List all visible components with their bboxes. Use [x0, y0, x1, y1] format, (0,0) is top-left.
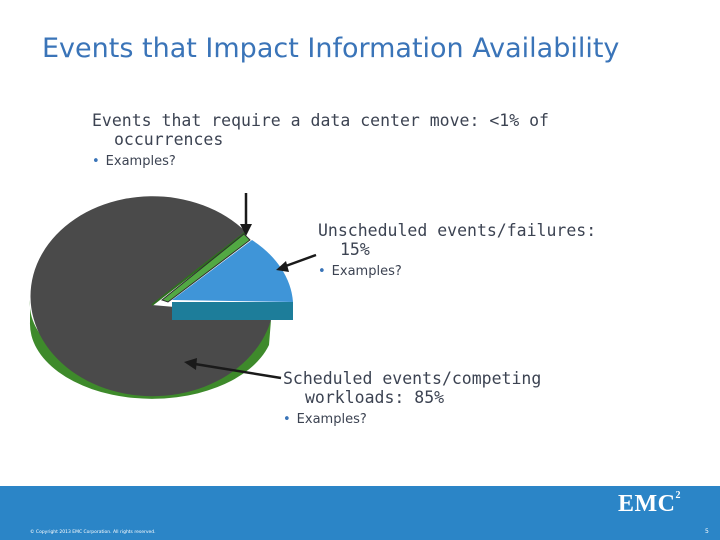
- pie-chart: [29, 193, 317, 399]
- footer-bar: [0, 486, 720, 540]
- callout-heading: Scheduled events/competing: [283, 369, 542, 388]
- logo-text: EMC: [618, 491, 676, 517]
- callout-bullet-text: Examples?: [105, 154, 176, 169]
- callout-bullet-text: Examples?: [331, 264, 402, 279]
- callout-scheduled: Scheduled events/competing workloads: 85…: [283, 369, 541, 427]
- callout-bullet: • Examples?: [283, 412, 541, 427]
- callout-bullet: • Examples?: [92, 154, 549, 169]
- callout-heading-cont: workloads: 85%: [305, 388, 445, 407]
- bullet-icon: •: [318, 264, 326, 279]
- callout-bullet: • Examples?: [318, 264, 596, 279]
- callout-arrows: [184, 193, 317, 380]
- bullet-icon: •: [92, 154, 100, 169]
- callout-data-center-move: Events that require a data center move: …: [92, 111, 549, 169]
- callout-bullet-text: Examples?: [296, 412, 367, 427]
- pie-slice-scheduled: [30, 196, 272, 397]
- callout-heading-cont: occurrences: [114, 130, 224, 149]
- pie-slice-unscheduled-side: [172, 302, 293, 320]
- callout-unscheduled: Unscheduled events/failures: 15% • Exampl…: [318, 221, 596, 279]
- emc-logo: EMC2: [618, 490, 681, 518]
- pie-slice-scheduled-edge: [151, 231, 247, 306]
- page-number: 5: [705, 528, 709, 535]
- copyright-text: © Copyright 2013 EMC Corporation. All ri…: [30, 530, 156, 535]
- bullet-icon: •: [283, 412, 291, 427]
- callout-heading: Unscheduled events/failures:: [318, 221, 597, 240]
- logo-superscript: 2: [675, 490, 681, 501]
- callout-heading-cont: 15%: [340, 240, 370, 259]
- pie-slice-unscheduled: [172, 240, 293, 302]
- pie-slice-data-center-move: [160, 233, 251, 303]
- slide-title: Events that Impact Information Availabil…: [42, 33, 620, 64]
- callout-heading: Events that require a data center move: …: [92, 111, 549, 130]
